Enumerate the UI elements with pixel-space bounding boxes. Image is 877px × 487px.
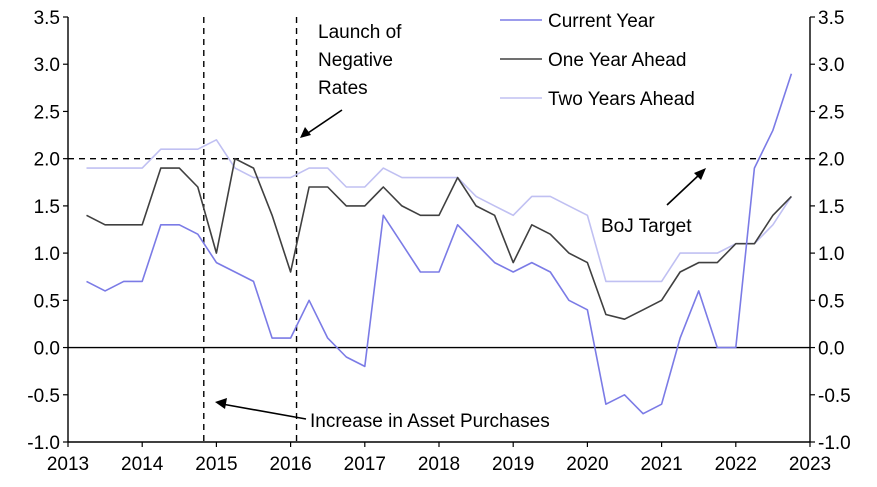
y-tick-label-left: -0.5 — [27, 386, 60, 407]
tick-labels: 3.5 3.5 3.0 3.0 2.5 2.5 2.0 2.0 1.5 1.5 1.0 1.0 0.5 0… — [27, 8, 851, 475]
x-tick-label: 2016 — [269, 454, 311, 475]
arrowhead-asset-purchases — [215, 398, 227, 409]
plot-frame — [67, 17, 811, 443]
reference-lines — [68, 17, 810, 442]
series-line-one-year-ahead — [86, 157, 792, 321]
y-tick-label-right: 2.0 — [818, 150, 844, 171]
x-tick-label: 2022 — [715, 454, 757, 475]
y-tick-label-right: 1.0 — [818, 244, 844, 265]
arrow-asset-purchases — [221, 403, 307, 420]
series-lines — [86, 73, 793, 415]
y-tick-label-left: 3.5 — [34, 8, 60, 29]
y-tick-label-right: -0.5 — [818, 386, 851, 407]
x-tick-label: 2015 — [195, 454, 237, 475]
arrowhead-negative-rates — [300, 127, 311, 138]
arrowhead-boj-target — [694, 168, 706, 180]
legend-label-one-year-ahead: One Year Ahead — [548, 50, 686, 71]
y-tick-label-left: 3.0 — [34, 55, 60, 76]
arrow-negative-rates — [304, 109, 343, 136]
annotation-asset-purchases: Increase in Asset Purchases — [310, 411, 550, 432]
legend-label-two-years-ahead: Two Years Ahead — [548, 89, 695, 110]
annotation-negative-rates-line3: Rates — [318, 78, 368, 99]
annotations: Launch of Negative Rates BoJ Target Incr… — [215, 22, 706, 432]
y-tick-label-left: -1.0 — [27, 433, 60, 454]
y-tick-label-left: 2.5 — [34, 102, 60, 123]
y-tick-label-left: 1.0 — [34, 244, 60, 265]
x-tick-label: 2017 — [344, 454, 386, 475]
y-tick-label-left: 0.0 — [34, 339, 60, 360]
y-tick-label-right: 2.5 — [818, 102, 844, 123]
annotation-negative-rates-line2: Negative — [318, 50, 393, 71]
y-tick-label-right: 3.5 — [818, 8, 844, 29]
x-tick-label: 2018 — [418, 454, 460, 475]
series-line-two-years-ahead — [86, 139, 793, 283]
x-tick-label: 2021 — [640, 454, 682, 475]
y-tick-label-right: 3.0 — [818, 55, 844, 76]
arrow-boj-target — [666, 173, 701, 206]
y-tick-label-left: 2.0 — [34, 150, 60, 171]
y-tick-label-right: 1.5 — [818, 197, 844, 218]
series-line-current-year — [86, 73, 793, 415]
y-tick-label-left: 1.5 — [34, 197, 60, 218]
legend: Current Year One Year Ahead Two Years Ah… — [500, 11, 695, 110]
y-tick-label-right: 0.0 — [818, 339, 844, 360]
x-tick-label: 2020 — [566, 454, 608, 475]
x-tick-label: 2013 — [47, 454, 89, 475]
x-tick-label: 2019 — [492, 454, 534, 475]
y-tick-label-right: 0.5 — [818, 291, 844, 312]
y-tick-label-right: -1.0 — [818, 433, 851, 454]
x-tick-label: 2023 — [789, 454, 831, 475]
annotation-boj-target: BoJ Target — [601, 216, 692, 237]
x-tick-label: 2014 — [121, 454, 164, 475]
annotation-negative-rates-line1: Launch of — [318, 22, 402, 43]
legend-label-current-year: Current Year — [548, 11, 655, 32]
y-tick-label-left: 0.5 — [34, 291, 60, 312]
